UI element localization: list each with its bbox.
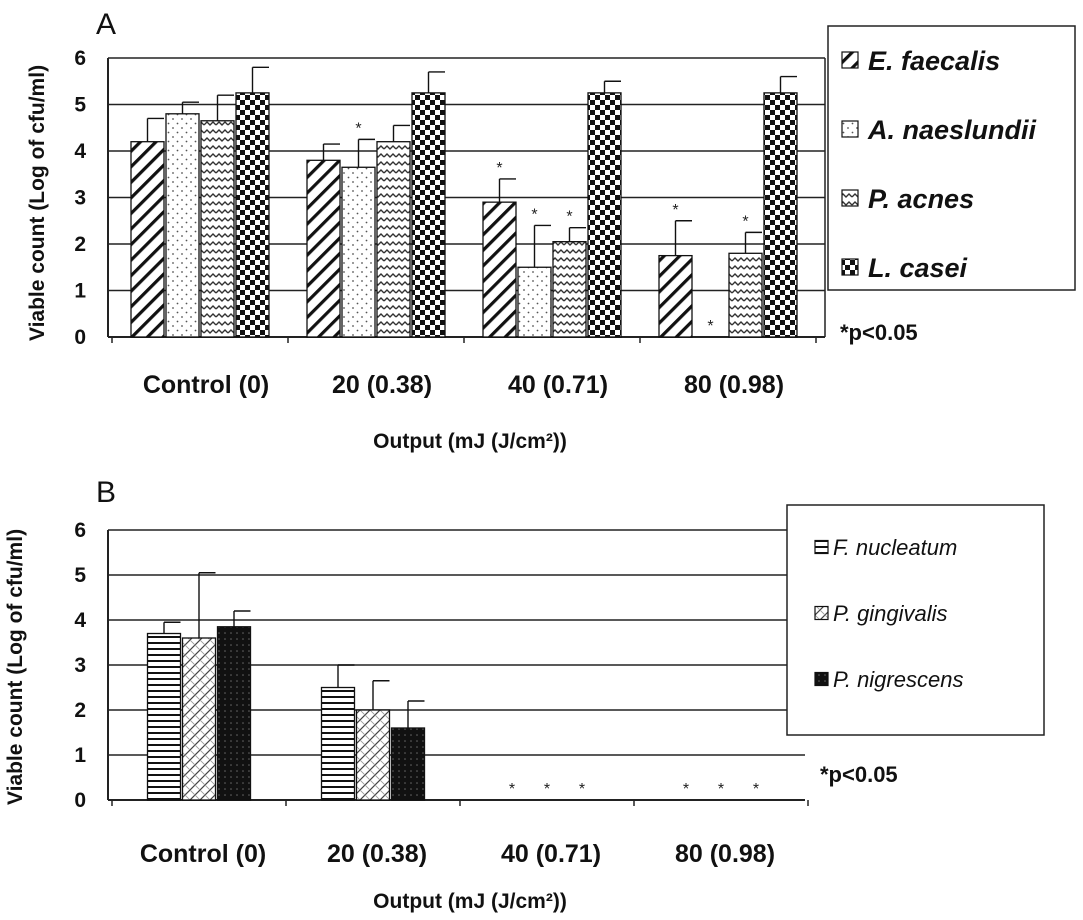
significance-star: *	[683, 781, 689, 798]
bar	[517, 266, 552, 338]
significance-star: *	[566, 209, 572, 226]
bars: * * * * * * *	[130, 66, 798, 338]
category-label: 40 (0.71)	[501, 840, 601, 868]
legend-swatch	[814, 671, 829, 687]
significance-star: *	[355, 120, 361, 137]
bar	[235, 92, 270, 338]
legend: E. faecalis A. naeslundii P. acnes L. casei	[841, 46, 1037, 283]
bar	[390, 727, 426, 801]
bar	[200, 120, 235, 338]
y-tick-label: 4	[74, 609, 86, 632]
y-tick-label: 0	[74, 326, 86, 349]
y-tick-label: 4	[74, 140, 86, 163]
y-tick-labels: 0 1 2 3 4 5 6	[74, 47, 86, 349]
category-label: Control (0)	[143, 371, 269, 399]
significance-star: *	[531, 206, 537, 223]
panel-a: A Viable count (Log of cfu/ml) 0 1 2 3 4 5 6 *…	[26, 8, 1076, 453]
x-axis-label: Output (mJ (J/cm²))	[373, 890, 567, 913]
category-label: 80 (0.98)	[684, 371, 784, 399]
bar	[130, 141, 165, 338]
category-label: Control (0)	[140, 840, 266, 868]
legend-swatch	[841, 258, 859, 276]
legend-swatch	[841, 51, 859, 69]
x-axis-label: Output (mJ (J/cm²))	[373, 430, 567, 453]
legend-entry: L. casei	[868, 253, 968, 283]
legend-entry: A. naeslundii	[867, 115, 1037, 145]
significance-star: *	[672, 202, 678, 219]
bar	[411, 92, 446, 338]
bar	[587, 92, 622, 338]
y-tick-label: 3	[74, 654, 86, 677]
significance-star: *	[718, 781, 724, 798]
y-tick-label: 6	[74, 47, 86, 70]
significance-star: *	[742, 213, 748, 230]
panel-label-b: B	[96, 476, 116, 509]
panel-b: B Viable count (Log of cfu/ml) 0 1 2 3 4 5 6 *…	[4, 476, 1045, 913]
significance-note: *p<0.05	[840, 320, 918, 345]
category-label: 80 (0.98)	[675, 840, 775, 868]
legend-box	[786, 504, 1045, 736]
category-labels: Control (0) 20 (0.38) 40 (0.71) 80 (0.98)	[143, 371, 784, 399]
bar	[306, 159, 341, 338]
y-tick-label: 1	[74, 280, 86, 303]
y-tick-label: 5	[74, 564, 86, 587]
bar	[376, 141, 411, 338]
category-label: 20 (0.38)	[327, 840, 427, 868]
y-tick-label: 3	[74, 187, 86, 210]
bar	[320, 686, 356, 801]
bars: * * * * * *	[146, 572, 759, 801]
significance-star: *	[579, 781, 585, 798]
y-tick-label: 1	[74, 744, 86, 767]
y-axis-label: Viable count (Log of cfu/ml)	[4, 529, 27, 805]
bar	[165, 113, 200, 338]
significance-star: *	[707, 318, 713, 335]
category-labels: Control (0) 20 (0.38) 40 (0.71) 80 (0.98)	[140, 840, 775, 868]
bar	[728, 252, 763, 338]
y-tick-label: 2	[74, 233, 86, 256]
y-tick-labels: 0 1 2 3 4 5 6	[74, 519, 86, 812]
significance-star: *	[753, 781, 759, 798]
bar	[341, 166, 376, 338]
bar	[482, 201, 517, 338]
bar	[146, 632, 182, 801]
significance-star: *	[544, 781, 550, 798]
significance-note: *p<0.05	[820, 762, 898, 787]
legend-entry: P. acnes	[868, 184, 974, 214]
category-label: 20 (0.38)	[332, 371, 432, 399]
bar	[658, 254, 693, 338]
y-tick-label: 6	[74, 519, 86, 542]
legend-swatch	[841, 189, 859, 207]
bar	[181, 637, 217, 801]
bar	[216, 626, 252, 801]
legend-swatch	[841, 120, 859, 138]
bar	[763, 92, 798, 338]
legend-swatch	[814, 605, 829, 621]
y-tick-label: 2	[74, 699, 86, 722]
significance-star: *	[509, 781, 515, 798]
bar	[552, 241, 587, 338]
panel-label-a: A	[96, 8, 116, 41]
y-tick-label: 5	[74, 94, 86, 117]
significance-star: *	[496, 160, 502, 177]
legend: F. nucleatum P. gingivalis P. nigrescens	[814, 535, 963, 692]
legend-entry: P. nigrescens	[833, 667, 963, 692]
y-axis-label: Viable count (Log of cfu/ml)	[26, 65, 49, 341]
legend-entry: P. gingivalis	[833, 601, 948, 626]
legend-box	[827, 25, 1076, 291]
legend-swatch	[814, 539, 829, 555]
category-label: 40 (0.71)	[508, 371, 608, 399]
legend-entry: F. nucleatum	[833, 535, 957, 560]
legend-entry: E. faecalis	[868, 46, 1000, 76]
y-tick-label: 0	[74, 789, 86, 812]
bar	[355, 709, 391, 801]
